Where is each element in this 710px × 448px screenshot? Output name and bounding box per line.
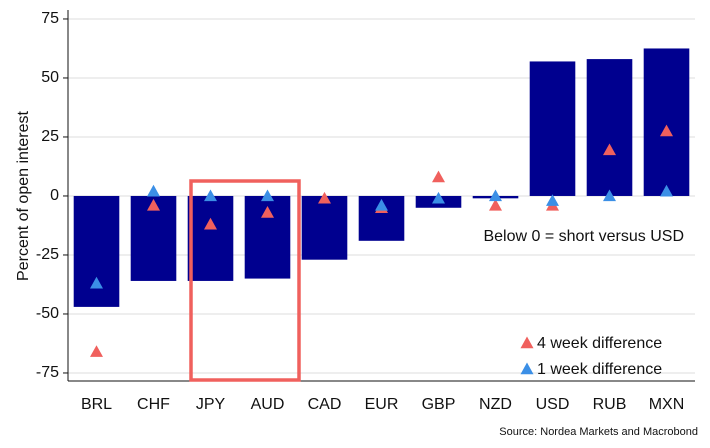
x-tick-label: USD: [536, 396, 570, 413]
bar: [73, 195, 120, 307]
x-tick-label: AUD: [251, 396, 285, 413]
marker: [204, 217, 217, 230]
bar: [187, 195, 234, 281]
marker: [204, 189, 217, 202]
marker: [489, 198, 502, 211]
y-axis-label: Percent of open interest: [15, 111, 32, 281]
x-tick-label: GBP: [422, 396, 456, 413]
bar: [301, 195, 348, 260]
legend-marker: [520, 336, 534, 349]
x-tick-label: JPY: [196, 396, 226, 413]
y-tick-label: 25: [41, 128, 59, 145]
marker: [90, 276, 103, 289]
marker: [318, 191, 331, 204]
marker: [147, 184, 160, 197]
y-tick-label: -25: [36, 246, 59, 263]
x-tick-label: CAD: [308, 396, 342, 413]
y-tick-label: 50: [41, 69, 59, 86]
annotation: Below 0 = short versus USD: [483, 228, 684, 245]
x-tick-label: NZD: [479, 396, 512, 413]
marker: [261, 205, 274, 218]
x-tick-label: CHF: [137, 396, 170, 413]
y-tick-label: 0: [50, 187, 59, 204]
y-tick-label: -50: [36, 305, 59, 322]
marker: [489, 189, 502, 202]
y-tick-label: 75: [41, 10, 59, 27]
marker: [375, 198, 388, 211]
marker: [660, 184, 673, 197]
x-tick-label: MXN: [649, 396, 685, 413]
bar: [529, 61, 576, 196]
marker: [603, 189, 616, 202]
x-tick-label: EUR: [365, 396, 399, 413]
marker: [147, 198, 160, 211]
x-tick-label: BRL: [81, 396, 112, 413]
bar: [586, 59, 633, 196]
x-tick-label: RUB: [593, 396, 627, 413]
marker: [261, 189, 274, 202]
marker: [546, 194, 559, 206]
source: Source: Nordea Markets and Macrobond: [499, 426, 698, 438]
bar: [643, 48, 690, 196]
marker: [603, 143, 616, 156]
marker: [660, 124, 673, 137]
highlight-box: [189, 179, 301, 382]
marker: [90, 345, 103, 357]
y-tick-label: -75: [36, 364, 59, 381]
marker: [432, 191, 445, 204]
legend-label: 1 week difference: [537, 361, 662, 378]
marker: [432, 170, 445, 183]
legend-label: 4 week difference: [537, 335, 662, 352]
legend-marker: [520, 362, 534, 375]
